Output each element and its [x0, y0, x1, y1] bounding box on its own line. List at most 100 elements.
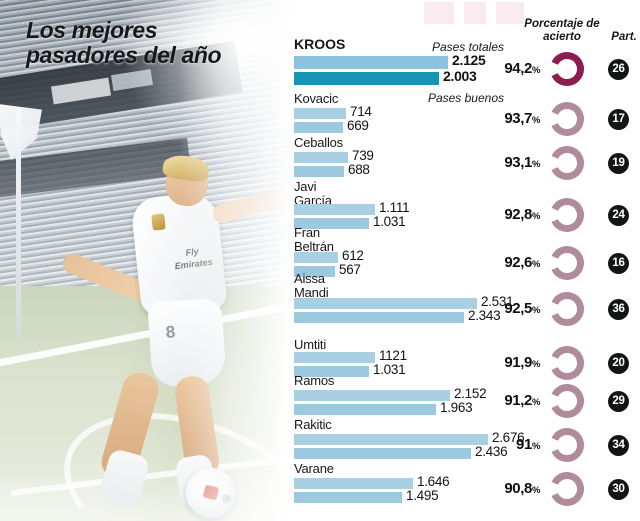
percent-sign: % [531, 485, 540, 496]
bar-group [294, 56, 448, 85]
value-total-passes: 1121 [379, 348, 407, 363]
accuracy-value: 92,5 [504, 300, 532, 317]
accuracy-value: 90,8 [504, 480, 532, 497]
accuracy-ring [548, 144, 586, 182]
player-name: Fran Beltrán [294, 225, 334, 254]
participation-badge: 26 [608, 59, 629, 80]
bar-total-passes [294, 152, 348, 163]
accuracy-percentage: 91,2% [462, 392, 540, 409]
player-name: Javi García [294, 179, 332, 208]
bar-total-passes [294, 390, 450, 401]
value-good-passes: 1.031 [373, 362, 406, 377]
player-name: Aissa Mandi [294, 271, 329, 300]
value-total-passes: 2.125 [452, 52, 486, 68]
accuracy-ring [548, 382, 586, 420]
accuracy-ring [548, 344, 586, 382]
value-total-passes: 1.111 [379, 200, 410, 215]
accuracy-value: 93,1 [504, 154, 532, 171]
value-good-passes: 2.003 [443, 68, 477, 84]
bar-group [294, 152, 348, 177]
value-good-passes: 2.343 [468, 308, 501, 323]
legend-total-passes: Pases totales [431, 40, 504, 54]
percent-sign: % [531, 211, 540, 222]
accuracy-value: 91,9 [504, 354, 532, 371]
accuracy-ring [548, 470, 586, 508]
value-good-passes: 688 [348, 162, 370, 177]
header-participation: Part. [611, 31, 637, 43]
participation-badge: 30 [608, 479, 629, 500]
bar-good-passes [294, 366, 369, 377]
value-good-passes: 2.436 [475, 444, 508, 459]
participation-badge: 20 [608, 353, 629, 374]
accuracy-value: 92,6 [504, 254, 532, 271]
player-name: Ramos [294, 373, 335, 388]
accuracy-percentage: 93,1% [462, 154, 540, 171]
accuracy-value: 94,2 [504, 60, 532, 77]
accuracy-percentage: 92,8% [462, 206, 540, 223]
hero-photo: FlyEmirates 8 [0, 0, 300, 521]
percent-sign: % [531, 115, 540, 126]
bar-group [294, 390, 450, 415]
club-crest [151, 213, 166, 231]
value-good-passes: 567 [339, 262, 361, 277]
accuracy-percentage: 90,8% [462, 480, 540, 497]
participation-badge: 17 [608, 109, 629, 130]
header-percentage: Porcentaje de acierto [524, 18, 600, 43]
bar-good-passes [294, 72, 439, 85]
bar-good-passes [294, 448, 471, 459]
player-name: Varane [294, 461, 334, 476]
bar-good-passes [294, 122, 343, 133]
corner-flag-pole [16, 108, 21, 338]
participation-badge: 16 [608, 253, 629, 274]
player-name: KROOS [294, 36, 346, 52]
value-total-passes: 739 [352, 148, 374, 163]
participation-badge: 19 [608, 153, 629, 174]
bar-group [294, 204, 375, 229]
bar-good-passes [294, 312, 464, 323]
participation-badge: 34 [608, 435, 629, 456]
value-total-passes: 2.531 [481, 294, 514, 309]
accuracy-value: 91,2 [504, 392, 532, 409]
value-good-passes: 669 [347, 118, 369, 133]
percent-sign: % [531, 65, 540, 76]
participation-badge: 24 [608, 205, 629, 226]
bar-good-passes [294, 218, 369, 229]
accuracy-percentage: 94,2% [462, 60, 540, 77]
bar-total-passes [294, 204, 375, 215]
accuracy-value: 91 [516, 436, 532, 453]
title-line-2: pasadores del año [26, 42, 222, 68]
accuracy-value: 92,8 [504, 206, 532, 223]
player-name: Umtiti [294, 337, 327, 352]
percent-sign: % [531, 359, 540, 370]
accuracy-ring [548, 244, 586, 282]
participation-badge: 29 [608, 391, 629, 412]
accuracy-ring [548, 196, 586, 234]
source-watermark [424, 2, 524, 24]
bar-good-passes [294, 266, 335, 277]
percent-sign: % [531, 259, 540, 270]
accuracy-value: 93,7 [504, 110, 532, 127]
title-line-1: Los mejores [26, 17, 158, 43]
bar-total-passes [294, 352, 375, 363]
legend-good-passes: Pases buenos [427, 91, 504, 105]
page-title: Los mejores pasadores del año [26, 18, 286, 68]
player-name: Rakitic [294, 417, 332, 432]
player-name: Kovacic [294, 91, 339, 106]
accuracy-percentage: 92,5% [462, 300, 540, 317]
bar-group [294, 434, 488, 459]
accuracy-ring [548, 100, 586, 138]
bar-total-passes [294, 478, 413, 489]
bar-good-passes [294, 166, 344, 177]
value-good-passes: 1.031 [373, 214, 406, 229]
value-total-passes: 2.152 [454, 386, 487, 401]
bar-group [294, 252, 338, 277]
accuracy-ring [548, 426, 586, 464]
bar-good-passes [294, 404, 436, 415]
percent-sign: % [531, 159, 540, 170]
bar-group [294, 298, 477, 323]
bar-total-passes [294, 434, 488, 445]
value-total-passes: 2.676 [492, 430, 525, 445]
value-good-passes: 1.495 [406, 488, 439, 503]
bar-group [294, 108, 346, 133]
percent-sign: % [531, 305, 540, 316]
